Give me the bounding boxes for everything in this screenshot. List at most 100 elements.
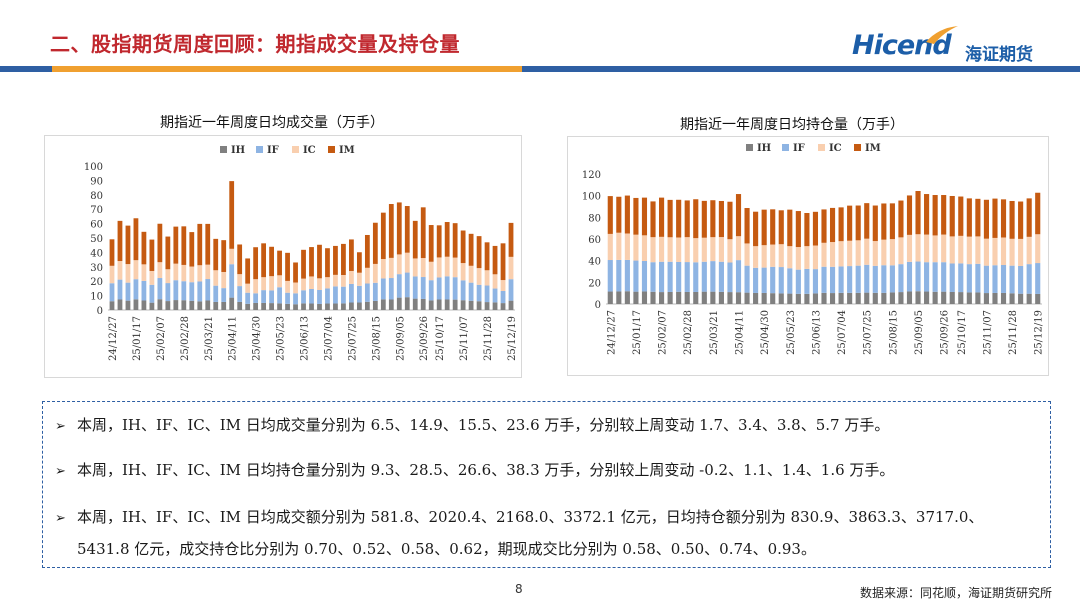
bar-if xyxy=(285,292,290,304)
bar-if xyxy=(468,282,474,301)
bar-ic xyxy=(213,270,219,286)
legend-label-im: IM xyxy=(865,143,881,154)
legend-label-ic: IC xyxy=(829,143,842,154)
bar-ih xyxy=(795,293,801,304)
bar-im xyxy=(452,223,458,258)
bar-ih xyxy=(261,302,267,310)
bar-ih xyxy=(1035,293,1041,304)
bar-ih xyxy=(624,291,630,304)
bar-if xyxy=(1035,263,1041,294)
legend-swatch-im xyxy=(854,144,861,151)
bar-ih xyxy=(676,291,682,304)
bar-ic xyxy=(396,254,402,275)
bar-if xyxy=(838,266,844,293)
bar-ih xyxy=(718,291,724,304)
bar-ih xyxy=(607,291,613,304)
legend-label-ih: IH xyxy=(231,145,245,156)
bar-im xyxy=(641,197,648,236)
bar-if xyxy=(317,289,322,304)
bar-ih xyxy=(735,292,742,304)
bar-ic xyxy=(667,237,673,262)
bar-ic xyxy=(804,246,810,269)
bar-ih xyxy=(380,299,386,310)
bar-if xyxy=(1018,265,1024,294)
bar-im xyxy=(932,195,938,236)
x-tick-label: 25/07/04 xyxy=(837,310,848,355)
bar-ih xyxy=(452,299,458,310)
bar-im xyxy=(855,205,861,241)
bar-im xyxy=(966,198,972,237)
bar-im xyxy=(181,226,187,265)
bar-ih xyxy=(364,301,370,310)
bar-if xyxy=(396,274,402,298)
bar-ic xyxy=(787,246,793,269)
bar-ih xyxy=(229,297,235,310)
bar-ic xyxy=(229,248,235,265)
hicend-logo: Hicend 海证期货 xyxy=(852,26,1052,66)
bar-ic xyxy=(795,247,801,270)
legend-swatch-ic xyxy=(292,146,299,153)
bar-im xyxy=(693,199,699,239)
bar-im xyxy=(412,220,418,259)
open-interest-chart-title: 期指近一年周度日均持仓量（万手） xyxy=(680,117,904,133)
bar-ih xyxy=(468,300,474,310)
volume-chart-title: 期指近一年周度日均成交量（万手） xyxy=(160,115,384,131)
x-tick-label: 24/12/27 xyxy=(108,316,119,361)
bar-ic xyxy=(838,241,844,267)
bar-if xyxy=(804,268,810,294)
bar-im xyxy=(213,238,219,271)
bar-ih xyxy=(864,292,870,305)
bar-ih xyxy=(133,299,139,310)
bar-im xyxy=(710,200,716,238)
bar-if xyxy=(205,279,211,301)
bar-im xyxy=(838,207,844,242)
bar-ih xyxy=(906,291,913,304)
bar-if xyxy=(616,259,622,292)
x-tick-label: 25/11/28 xyxy=(1008,310,1019,355)
header-band-blue-right xyxy=(522,66,1080,72)
bar-ih xyxy=(1009,293,1015,304)
bar-if xyxy=(992,265,998,293)
bar-ic xyxy=(157,262,163,279)
x-tick-label: 25/01/17 xyxy=(632,310,643,355)
bar-ic xyxy=(641,235,648,261)
bar-if xyxy=(492,288,498,303)
bar-ic xyxy=(983,238,989,266)
bar-ih xyxy=(727,292,733,304)
x-tick-label: 25/02/07 xyxy=(156,316,167,361)
x-tick-label: 25/07/25 xyxy=(863,310,874,355)
bar-ih xyxy=(325,303,330,310)
bar-im xyxy=(237,244,243,275)
bar-im xyxy=(205,223,211,265)
bar-ic xyxy=(125,264,131,283)
bar-im xyxy=(881,203,887,240)
bar-if xyxy=(436,277,442,300)
bar-ic xyxy=(261,277,267,291)
bar-ih xyxy=(804,293,810,304)
bar-im xyxy=(684,200,690,238)
bar-if xyxy=(949,263,955,292)
bar-if xyxy=(1000,265,1007,293)
bar-ih xyxy=(476,301,482,310)
page-number: 8 xyxy=(515,582,523,596)
bar-if xyxy=(906,261,913,292)
bar-if xyxy=(364,283,370,302)
bar-ic xyxy=(701,237,707,262)
x-tick-label: 25/05/23 xyxy=(276,316,287,361)
bar-ic xyxy=(821,242,827,267)
bar-ih xyxy=(958,292,964,304)
bar-ic xyxy=(141,264,147,281)
bar-ih xyxy=(693,291,699,304)
bar-if xyxy=(253,293,259,303)
legend-swatch-im xyxy=(328,146,335,153)
bar-if xyxy=(958,263,964,293)
bar-if xyxy=(404,272,410,298)
y-tick-label: 60 xyxy=(588,235,601,246)
bar-ih xyxy=(444,299,450,310)
logo-cn-text: 海证期货 xyxy=(965,45,1033,65)
bar-im xyxy=(898,200,904,238)
legend-label-ic: IC xyxy=(303,145,316,156)
bar-if xyxy=(356,285,362,303)
bar-ih xyxy=(889,292,895,304)
bar-im xyxy=(229,181,235,249)
